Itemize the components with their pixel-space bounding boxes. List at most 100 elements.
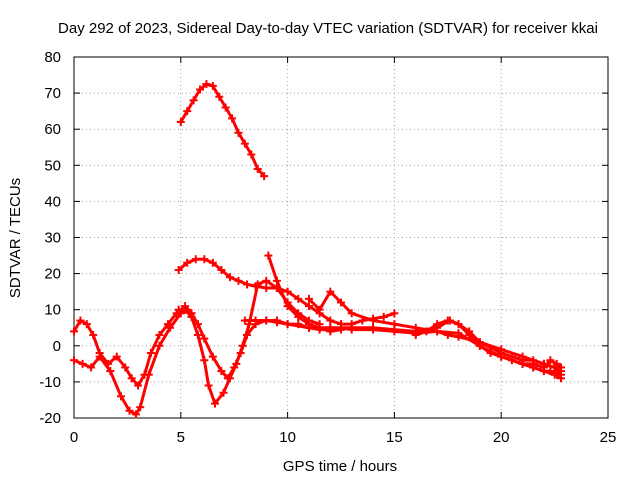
data-point bbox=[191, 255, 200, 264]
data-point bbox=[236, 349, 245, 358]
y-tick-label: 10 bbox=[44, 302, 61, 319]
data-point bbox=[443, 330, 452, 339]
data-point bbox=[315, 323, 324, 332]
data-point bbox=[144, 370, 153, 379]
series-line bbox=[179, 82, 266, 178]
data-point bbox=[193, 330, 202, 339]
data-point bbox=[294, 294, 303, 303]
data-point bbox=[187, 309, 196, 318]
y-tick-label: 80 bbox=[44, 49, 61, 66]
data-point bbox=[326, 316, 335, 325]
data-point bbox=[486, 349, 495, 358]
x-tick-label: 10 bbox=[279, 429, 296, 446]
x-tick-label: 25 bbox=[600, 429, 617, 446]
data-point bbox=[546, 356, 555, 365]
data-point bbox=[127, 374, 136, 383]
data-point bbox=[251, 316, 260, 325]
data-point bbox=[234, 128, 243, 137]
data-point bbox=[443, 316, 452, 325]
data-point bbox=[155, 330, 164, 339]
data-point bbox=[70, 327, 78, 336]
data-point bbox=[228, 114, 237, 123]
data-point bbox=[181, 305, 190, 314]
y-tick-label: 50 bbox=[44, 157, 61, 174]
data-point bbox=[454, 332, 463, 341]
data-point bbox=[204, 381, 213, 390]
data-point bbox=[326, 327, 335, 336]
data-point bbox=[196, 85, 205, 94]
data-point bbox=[411, 330, 420, 339]
data-point bbox=[390, 309, 399, 318]
data-point bbox=[174, 265, 183, 274]
data-point bbox=[230, 363, 239, 372]
y-axis-title: SDTVAR / TECUs bbox=[7, 178, 24, 298]
data-point bbox=[304, 294, 313, 303]
data-point bbox=[262, 316, 271, 325]
data-point bbox=[146, 349, 155, 358]
data-point bbox=[247, 150, 256, 159]
data-point bbox=[337, 298, 345, 307]
data-point bbox=[217, 265, 226, 274]
series-arc-dip bbox=[174, 276, 324, 408]
data-point bbox=[294, 320, 303, 329]
data-point bbox=[260, 172, 269, 181]
data-point bbox=[183, 107, 192, 116]
x-tick-label: 0 bbox=[70, 429, 78, 446]
data-point bbox=[264, 251, 273, 260]
data-point bbox=[166, 323, 175, 332]
y-tick-label: 20 bbox=[44, 266, 61, 283]
x-tick-label: 15 bbox=[386, 429, 403, 446]
data-point bbox=[552, 370, 561, 379]
data-point bbox=[507, 356, 516, 365]
data-point bbox=[78, 359, 87, 368]
series-arc-late bbox=[264, 251, 566, 376]
series-arc-low-b bbox=[70, 305, 192, 419]
series-arc-low-a bbox=[70, 302, 196, 390]
data-point bbox=[433, 320, 442, 329]
grid bbox=[74, 57, 608, 418]
data-point bbox=[223, 374, 232, 383]
data-point bbox=[283, 287, 292, 296]
series-line bbox=[72, 308, 189, 416]
data-point bbox=[475, 341, 484, 350]
data-point bbox=[95, 352, 104, 361]
data-point bbox=[82, 320, 91, 329]
data-point bbox=[106, 367, 115, 376]
data-point bbox=[87, 363, 96, 372]
chart-title: Day 292 of 2023, Sidereal Day-to-day VTE… bbox=[58, 20, 598, 37]
series-layer bbox=[70, 80, 566, 419]
y-tick-label: 40 bbox=[44, 193, 61, 210]
series-arc-end bbox=[518, 356, 566, 372]
data-point bbox=[433, 327, 442, 336]
data-point bbox=[337, 325, 345, 334]
y-tick-label: 60 bbox=[44, 121, 61, 138]
x-tick-label: 5 bbox=[177, 429, 185, 446]
data-point bbox=[225, 273, 234, 282]
y-tick-label: 0 bbox=[53, 338, 61, 355]
y-tick-label: -10 bbox=[39, 374, 61, 391]
data-point bbox=[518, 359, 527, 368]
data-point bbox=[208, 81, 217, 90]
data-point bbox=[546, 367, 555, 376]
data-point bbox=[304, 320, 313, 329]
series-line bbox=[72, 304, 193, 387]
y-tick-label: -20 bbox=[39, 410, 61, 427]
data-point bbox=[243, 280, 252, 289]
data-point bbox=[200, 334, 209, 343]
series-line bbox=[190, 311, 354, 380]
data-point bbox=[315, 305, 324, 314]
data-point bbox=[217, 367, 226, 376]
data-point bbox=[552, 359, 561, 368]
data-point bbox=[240, 139, 249, 148]
data-point bbox=[208, 258, 217, 267]
data-point bbox=[89, 330, 98, 339]
data-point bbox=[131, 410, 140, 419]
data-point bbox=[243, 330, 252, 339]
data-point bbox=[116, 392, 125, 401]
data-point bbox=[125, 406, 134, 415]
data-point bbox=[134, 381, 143, 390]
data-point bbox=[411, 323, 420, 332]
data-point bbox=[189, 96, 198, 105]
data-point bbox=[379, 312, 388, 321]
